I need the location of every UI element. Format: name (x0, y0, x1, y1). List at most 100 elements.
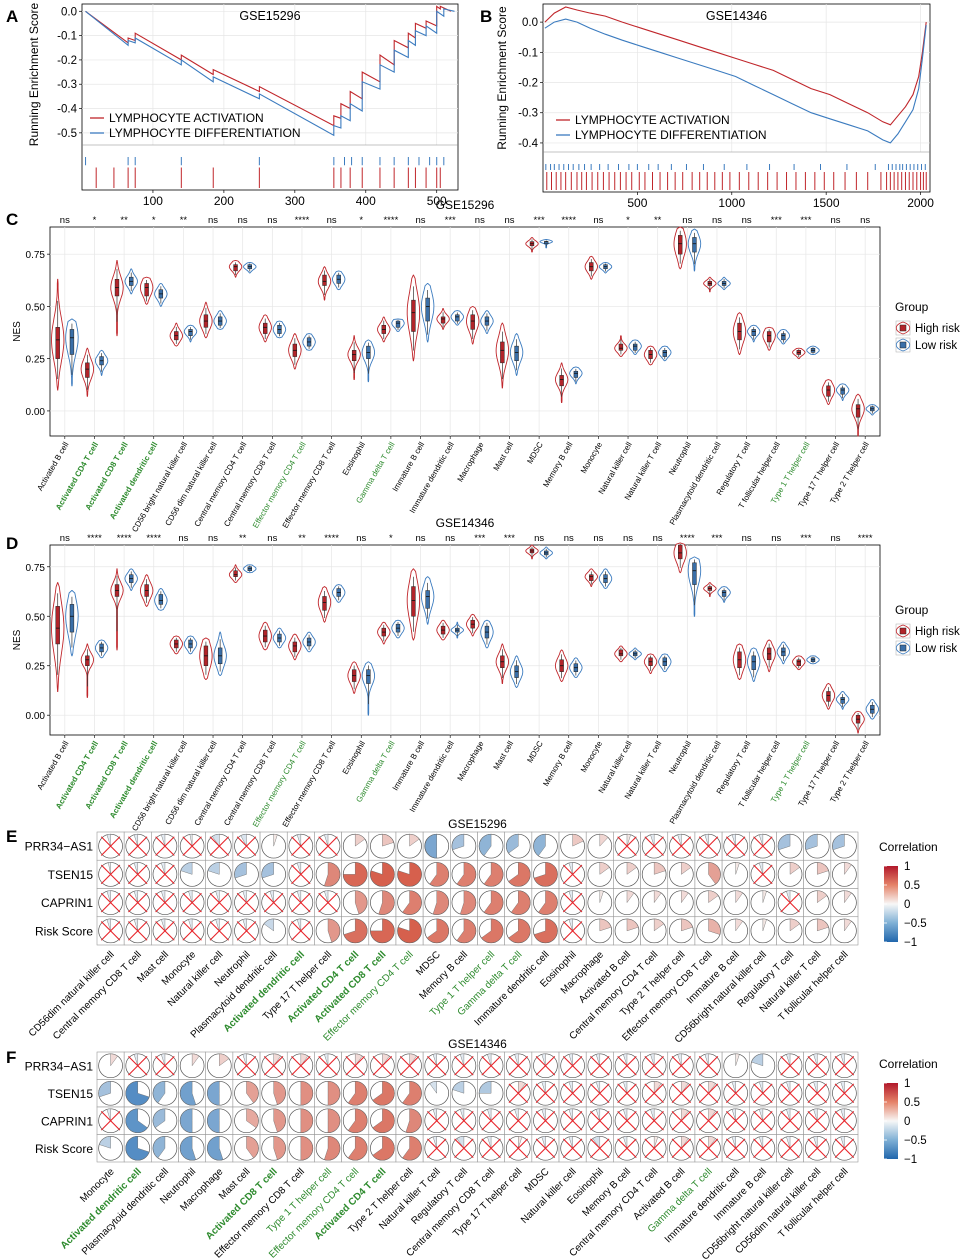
corr-pie (402, 890, 422, 915)
nonsignificant-cross (263, 1056, 284, 1076)
corr-pie (378, 890, 395, 915)
corr-pie (777, 833, 791, 851)
box-low-risk (781, 333, 786, 341)
corr-pie (179, 1081, 197, 1106)
corr-pie (409, 833, 420, 847)
nonsignificant-cross (753, 836, 773, 856)
significance-label: *** (474, 533, 485, 544)
significance-label: **** (858, 533, 873, 544)
corr-pie (704, 1053, 709, 1066)
nonsignificant-cross (671, 1056, 692, 1076)
corr-pie (179, 1108, 193, 1133)
significance-label: ns (682, 215, 692, 226)
corr-pie (813, 1053, 818, 1066)
significance-label: ns (208, 533, 218, 544)
corr-pie (653, 862, 666, 875)
corr-pie (840, 1053, 845, 1066)
significance-label: ns (564, 533, 574, 544)
nonsignificant-cross (617, 1138, 637, 1158)
corr-pie (211, 833, 220, 847)
y-tick-label: 0.0 (61, 6, 77, 18)
nonsignificant-cross (345, 1056, 365, 1076)
legend-label: LYMPHOCYTE DIFFERENTIATION (109, 126, 301, 140)
significance-label: ** (239, 533, 247, 544)
corr-pie (215, 890, 220, 903)
es-line-differentiation (85, 8, 455, 137)
legend-label: Low risk (915, 340, 957, 352)
nonsignificant-cross (780, 1111, 800, 1131)
y-tick-label: 0.00 (26, 711, 46, 722)
significance-label: ns (416, 533, 426, 544)
corr-pie (762, 890, 767, 903)
nonsignificant-cross (182, 892, 202, 913)
corr-pie (786, 1136, 791, 1149)
x-category-label: Neutrophil (667, 440, 693, 476)
corr-pie (273, 1108, 286, 1133)
corr-pie (354, 833, 366, 847)
corr-pie (731, 1108, 736, 1121)
box-low-risk (840, 387, 845, 395)
significance-label: ns (208, 215, 218, 226)
corr-pie (677, 1053, 682, 1066)
corr-pie (650, 1053, 655, 1066)
nonsignificant-cross (780, 892, 800, 913)
corr-pie (160, 1053, 166, 1066)
corr-pie (533, 862, 558, 887)
significance-label: *** (445, 215, 456, 226)
legend-title: Correlation (879, 840, 938, 854)
nonsignificant-cross (535, 1056, 556, 1076)
nonsignificant-cross (725, 1138, 746, 1158)
color-bar-label: −1 (904, 1154, 917, 1166)
corr-pie (432, 1136, 437, 1149)
y-axis-label: Running Enrichment Score (495, 6, 509, 150)
y-tick-label: -0.4 (57, 104, 77, 116)
corr-pie (370, 862, 395, 887)
nonsignificant-cross (291, 864, 311, 885)
nonsignificant-cross (209, 921, 230, 941)
box-low-risk (69, 604, 75, 633)
corr-pie (327, 1108, 341, 1133)
box-high-risk (263, 322, 268, 334)
corr-pie (735, 1053, 740, 1066)
corr-pie (813, 1136, 818, 1149)
significance-label: ns (742, 215, 752, 226)
box-high-risk (351, 350, 357, 362)
nonsignificant-cross (209, 836, 230, 856)
nonsignificant-cross (155, 921, 175, 941)
nonsignificant-cross (508, 1111, 528, 1131)
corr-pie (296, 833, 302, 847)
corr-pie (347, 1108, 368, 1133)
corr-pie (762, 918, 767, 931)
corr-pie (452, 1081, 465, 1094)
significance-label: **** (324, 533, 339, 544)
significance-label: * (93, 215, 97, 226)
corr-pie (595, 1081, 601, 1094)
nonsignificant-cross (508, 1056, 528, 1076)
corr-pie (300, 1053, 309, 1067)
corr-pie (568, 1053, 573, 1066)
significance-label: ** (298, 533, 306, 544)
nonsignificant-cross (725, 1083, 746, 1103)
nonsignificant-cross (562, 1083, 583, 1103)
nonsignificant-cross (807, 1083, 827, 1103)
significance-label: ns (771, 533, 781, 544)
panel-letter-e: E (6, 827, 17, 846)
corr-pie (343, 918, 368, 943)
x-category-label: Effector memory CD4 T cell (251, 739, 308, 828)
significance-label: ns (416, 215, 426, 226)
corr-pie (844, 918, 852, 932)
corr-pie (133, 890, 138, 903)
corr-pie (429, 862, 449, 887)
corr-pie (188, 918, 193, 931)
y-tick-label: -0.2 (57, 55, 77, 67)
corr-pie (125, 1108, 148, 1133)
box-low-risk (840, 697, 845, 704)
nonsignificant-cross (780, 1056, 800, 1076)
nonsignificant-cross (671, 1138, 692, 1158)
significance-label: *** (504, 533, 515, 544)
corr-pie (160, 833, 166, 847)
nonsignificant-cross (100, 921, 121, 941)
corr-pie (840, 1081, 845, 1094)
